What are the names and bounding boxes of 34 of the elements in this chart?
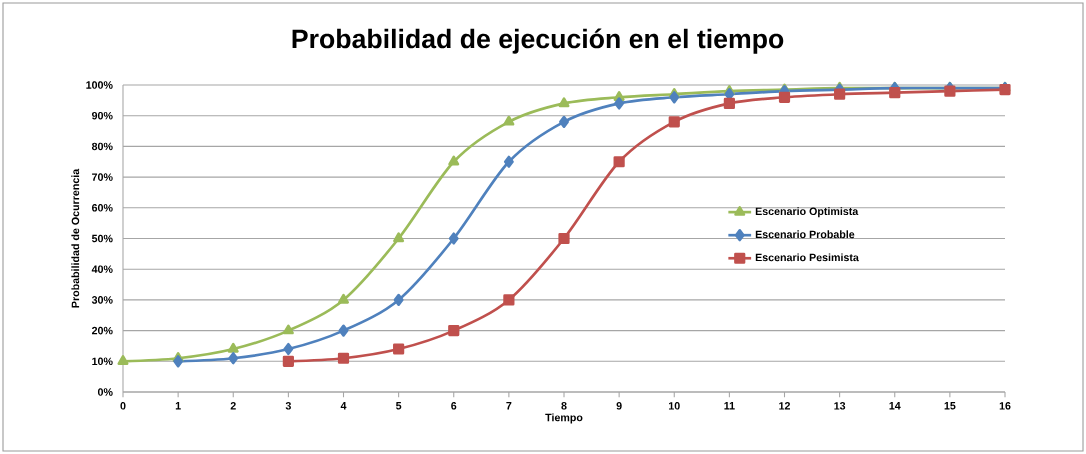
x-tick-label: 15 [944,402,956,410]
x-tick-label: 1 [175,402,181,410]
y-tick-label: 80% [91,142,113,151]
x-tick-label: 6 [451,402,457,410]
x-tick-label: 13 [834,402,846,410]
x-axis-title: Tiempo [545,413,583,424]
legend-label: Escenario Pesimista [755,253,859,262]
y-tick-label: 60% [92,204,113,212]
y-tick-label: 0% [97,388,113,396]
y-tick-label: 30% [91,296,113,304]
y-tick-label: 50% [91,234,113,243]
x-tick-label: 5 [396,402,402,410]
x-tick-label: 2 [230,402,236,410]
legend-label: Escenario Probable [755,230,855,239]
y-tick-label: 70% [92,173,113,181]
x-tick-label: 11 [724,402,735,410]
legend-label: Escenario Optimista [755,207,859,218]
x-tick-label: 14 [889,402,901,410]
x-tick-label: 0 [120,402,126,410]
y-tick-label: 40% [91,265,113,273]
x-tick-label: 3 [285,402,291,410]
y-tick-label: 20% [91,326,113,335]
x-tick-label: 4 [340,402,347,410]
x-tick-label: 10 [668,402,680,410]
x-tick-label: 16 [999,402,1011,410]
y-axis-title: Probabilidad de Ocurrencia [71,168,80,308]
chart-title: Probabilidad de ejecución en el tiempo [292,28,784,54]
x-tick-label: 8 [561,402,567,410]
x-tick-label: 7 [506,402,512,410]
y-tick-label: 90% [91,111,113,120]
y-tick-label: 10% [92,357,113,366]
y-tick-label: 100% [86,81,113,89]
x-tick-label: 9 [616,402,622,410]
x-tick-label: 12 [779,402,790,410]
